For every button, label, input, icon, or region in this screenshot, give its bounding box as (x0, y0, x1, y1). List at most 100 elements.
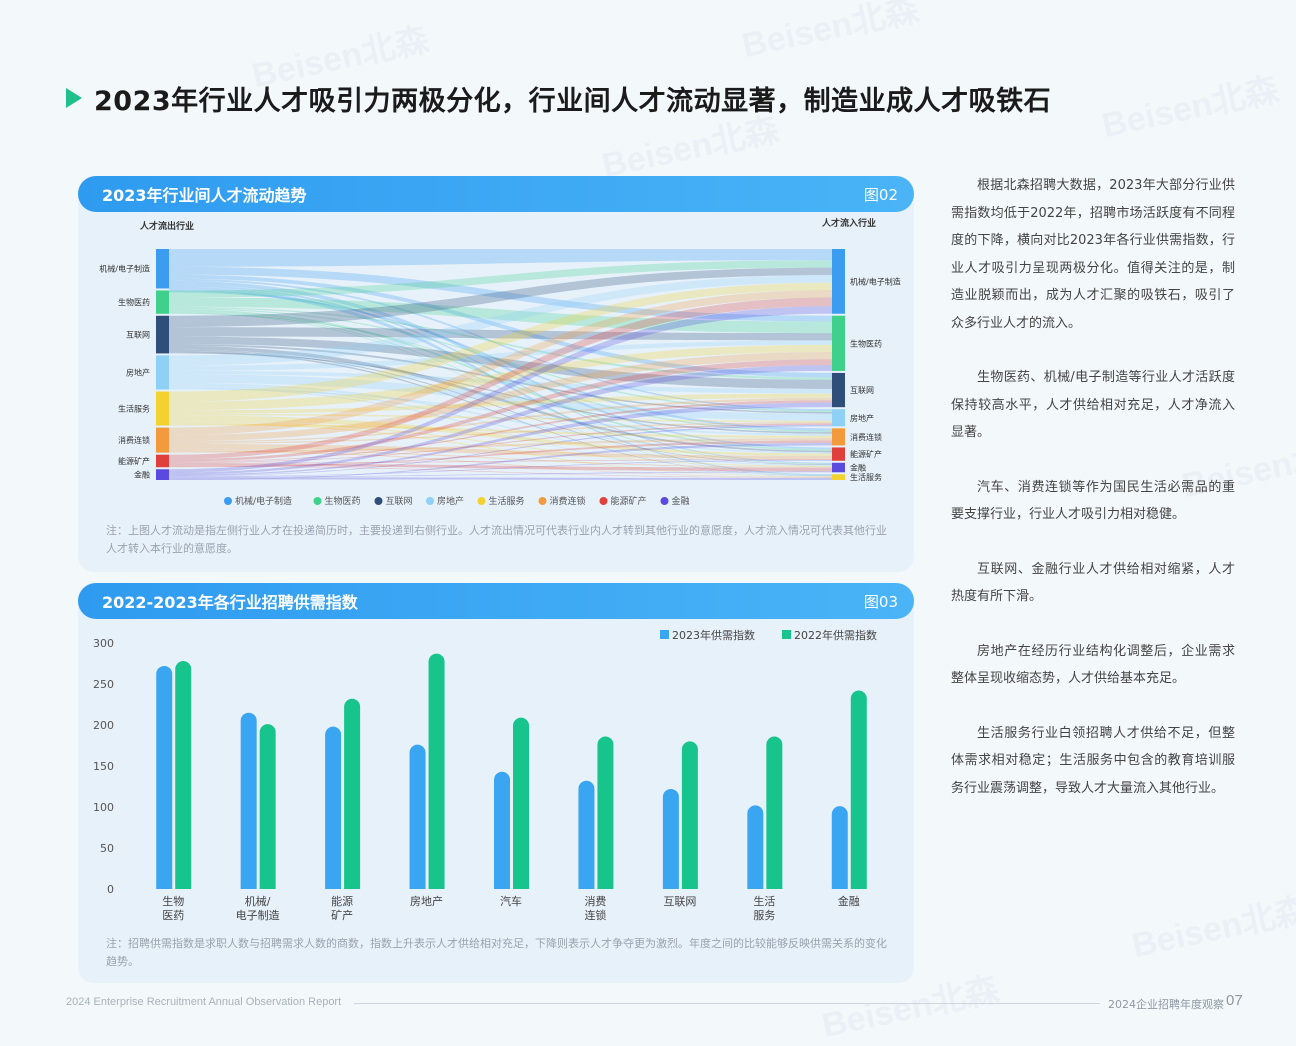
figure-03-number: 图03 (863, 592, 898, 611)
sankey-left-node (156, 315, 169, 354)
bar (766, 736, 783, 889)
sankey-flow (169, 260, 832, 298)
sankey-flows (169, 249, 832, 480)
legend-swatch (660, 630, 669, 639)
sankey-flow (169, 344, 832, 414)
sankey-flow (169, 420, 832, 467)
sankey-left-label: 金融 (134, 470, 150, 480)
sankey-flow (169, 278, 832, 411)
sankey-flow (169, 382, 832, 454)
figure-02-title: 2023年行业间人才流动趋势 (102, 186, 307, 205)
sankey-flow (169, 422, 832, 477)
sankey-flow (169, 249, 832, 267)
y-tick-label: 200 (93, 719, 114, 732)
watermark: Beisen北森 (738, 0, 923, 66)
legend-swatch (374, 497, 383, 505)
sankey-flow (169, 477, 832, 480)
legend-label: 金融 (672, 495, 690, 507)
sankey-flow (169, 311, 832, 465)
sankey-left-node (156, 355, 169, 390)
sankey-diagram: 人才流出行业 人才流入行业机械/电子制造生物医药互联网房地产生活服务消费连锁能源矿… (99, 217, 900, 507)
sankey-flow (169, 282, 832, 402)
legend-swatch (660, 497, 669, 505)
sankey-flow (169, 388, 832, 436)
footer-report-name: 2024 Enterprise Recruitment Annual Obser… (66, 996, 342, 1008)
sankey-left-label: 房地产 (126, 367, 150, 377)
sankey-left-node (156, 290, 169, 314)
paragraph: 根据北森招聘大数据，2023年大部分行业供需指数均低于2022年，招聘市场活跃度… (951, 178, 1235, 331)
sankey-left-node (156, 391, 169, 426)
sankey-flow (169, 459, 832, 477)
paragraph: 生物医药、机械/电子制造等行业人才活跃度保持较高水平，人才供给相对充足，人才净流… (951, 370, 1235, 440)
watermark: Beisen北森 (1128, 890, 1296, 966)
headline-text: 2023年行业人才吸引力两极分化，行业间人才流动显著，制造业成人才吸铁石 (94, 85, 1052, 117)
sankey-flow (169, 465, 832, 478)
sankey-flow (169, 352, 832, 434)
bar-base (681, 881, 698, 889)
legend-swatch (477, 497, 486, 505)
figure-02-header: 2023年行业间人才流动趋势 图02 (78, 176, 914, 212)
bar (428, 653, 445, 889)
sankey-left-label: 消费连锁 (118, 435, 150, 445)
sankey-left-label: 机械/电子制造 (99, 264, 150, 274)
legend-swatch (538, 497, 547, 505)
sankey-flow (169, 275, 832, 366)
x-tick-label: 汽车 (500, 894, 522, 908)
legend-label: 2022年供需指数 (794, 628, 877, 642)
bar (494, 771, 510, 889)
y-tick-label: 250 (93, 678, 114, 691)
x-tick-label: 房地产 (410, 894, 443, 908)
bar-base (409, 881, 426, 889)
legend-label: 2023年供需指数 (672, 628, 755, 642)
bar-base (766, 881, 783, 889)
sankey-flow (169, 312, 832, 476)
sankey-right-node (832, 249, 845, 314)
bar-base (578, 881, 595, 889)
figure-03-note: 注：招聘供需指数是求职人数与招聘需求人数的商数，指数上升表示人才供给相对充足，下… (106, 937, 887, 968)
sankey-right-node (832, 409, 845, 427)
x-tick-label: 连锁 (584, 908, 606, 922)
legend-label: 机械/电子制造 (235, 495, 292, 507)
y-tick-label: 0 (107, 883, 114, 896)
bar-base (325, 881, 342, 889)
sankey-left-label: 生物医药 (118, 297, 150, 307)
bar (831, 806, 848, 889)
watermark: Beisen北森 (1098, 70, 1283, 146)
legend-label: 生活服务 (489, 495, 525, 507)
legend-swatch (313, 497, 322, 505)
figure-02-number: 图02 (863, 185, 898, 204)
y-tick-label: 150 (93, 760, 114, 773)
sankey-flow (169, 306, 832, 473)
legend-label: 房地产 (437, 495, 464, 507)
sankey-flow (169, 327, 832, 341)
figure-03-title: 2022-2023年各行业招聘供需指数 (102, 593, 358, 612)
sankey-left-node (156, 427, 169, 453)
bar (513, 717, 529, 889)
x-tick-label: 互联网 (663, 895, 696, 908)
sankey-left-node (156, 469, 169, 480)
sankey-flow (169, 370, 832, 394)
sankey-flow (169, 349, 832, 465)
x-tick-label: 服务 (753, 909, 775, 922)
sankey-right-label: 消费连锁 (850, 432, 882, 442)
bar (747, 805, 764, 889)
footer-report-name-cn: 2024企业招聘年度观察 (1108, 998, 1224, 1011)
sankey-flow (169, 284, 832, 464)
legend-swatch (426, 497, 434, 505)
x-tick-label: 金融 (838, 894, 860, 908)
figure-03-header: 2022-2023年各行业招聘供需指数 图03 (78, 583, 914, 619)
sankey-right-label: 房地产 (850, 413, 874, 423)
sankey-flow (169, 350, 832, 477)
sankey-flow (169, 463, 832, 472)
bar (850, 690, 867, 889)
sankey-right-node (832, 447, 845, 461)
bar-base (662, 881, 679, 889)
legend-swatch (224, 497, 232, 505)
sankey-flow (169, 385, 832, 466)
sankey-flow (169, 374, 832, 421)
legend-label: 能源矿产 (611, 495, 647, 507)
sankey-left-node (156, 249, 169, 289)
paragraph: 房地产在经历行业结构化调整后，企业需求整体呈现收缩态势，人才供给基本充足。 (951, 643, 1235, 687)
sankey-flow (169, 415, 832, 456)
sankey-flow (169, 307, 832, 413)
